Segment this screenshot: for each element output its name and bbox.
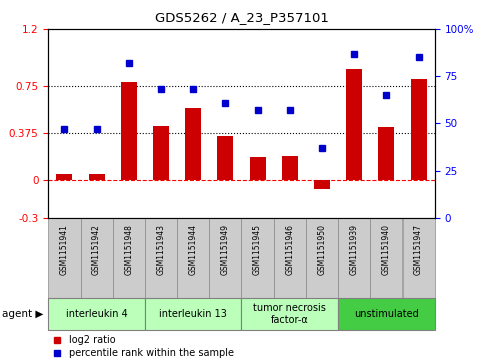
Bar: [145, 218, 177, 298]
Text: GSM1151940: GSM1151940: [382, 224, 391, 275]
Bar: [346, 69, 362, 180]
Bar: [48, 218, 81, 298]
Bar: [177, 218, 209, 298]
Bar: [242, 218, 274, 298]
Bar: [185, 108, 201, 180]
Bar: [250, 158, 266, 180]
Bar: [411, 79, 426, 180]
Text: GSM1151939: GSM1151939: [350, 224, 359, 275]
Text: interleukin 13: interleukin 13: [159, 309, 227, 319]
Bar: [88, 174, 105, 180]
Bar: [274, 218, 306, 298]
Text: GSM1151941: GSM1151941: [60, 224, 69, 275]
Bar: [57, 174, 72, 180]
Bar: [242, 298, 338, 330]
Bar: [81, 218, 113, 298]
Text: GSM1151945: GSM1151945: [253, 224, 262, 275]
Bar: [121, 82, 137, 180]
Bar: [314, 180, 330, 189]
Bar: [145, 298, 242, 330]
Text: GDS5262 / A_23_P357101: GDS5262 / A_23_P357101: [155, 11, 328, 24]
Bar: [217, 136, 233, 180]
Bar: [209, 218, 242, 298]
Text: GSM1151948: GSM1151948: [124, 224, 133, 275]
Bar: [48, 298, 145, 330]
Text: agent ▶: agent ▶: [2, 309, 43, 319]
Bar: [282, 156, 298, 180]
Bar: [338, 218, 370, 298]
Bar: [153, 126, 169, 180]
Text: tumor necrosis
factor-α: tumor necrosis factor-α: [254, 303, 326, 325]
Bar: [370, 218, 402, 298]
Text: GSM1151947: GSM1151947: [414, 224, 423, 275]
Text: GSM1151942: GSM1151942: [92, 224, 101, 275]
Bar: [338, 298, 435, 330]
Text: unstimulated: unstimulated: [354, 309, 419, 319]
Text: interleukin 4: interleukin 4: [66, 309, 128, 319]
Bar: [306, 218, 338, 298]
Legend: log2 ratio, percentile rank within the sample: log2 ratio, percentile rank within the s…: [53, 335, 234, 358]
Bar: [378, 127, 395, 180]
Text: GSM1151944: GSM1151944: [189, 224, 198, 275]
Text: GSM1151949: GSM1151949: [221, 224, 230, 275]
Text: GSM1151950: GSM1151950: [317, 224, 327, 275]
Bar: [402, 218, 435, 298]
Text: GSM1151943: GSM1151943: [156, 224, 166, 275]
Bar: [113, 218, 145, 298]
Text: GSM1151946: GSM1151946: [285, 224, 294, 275]
